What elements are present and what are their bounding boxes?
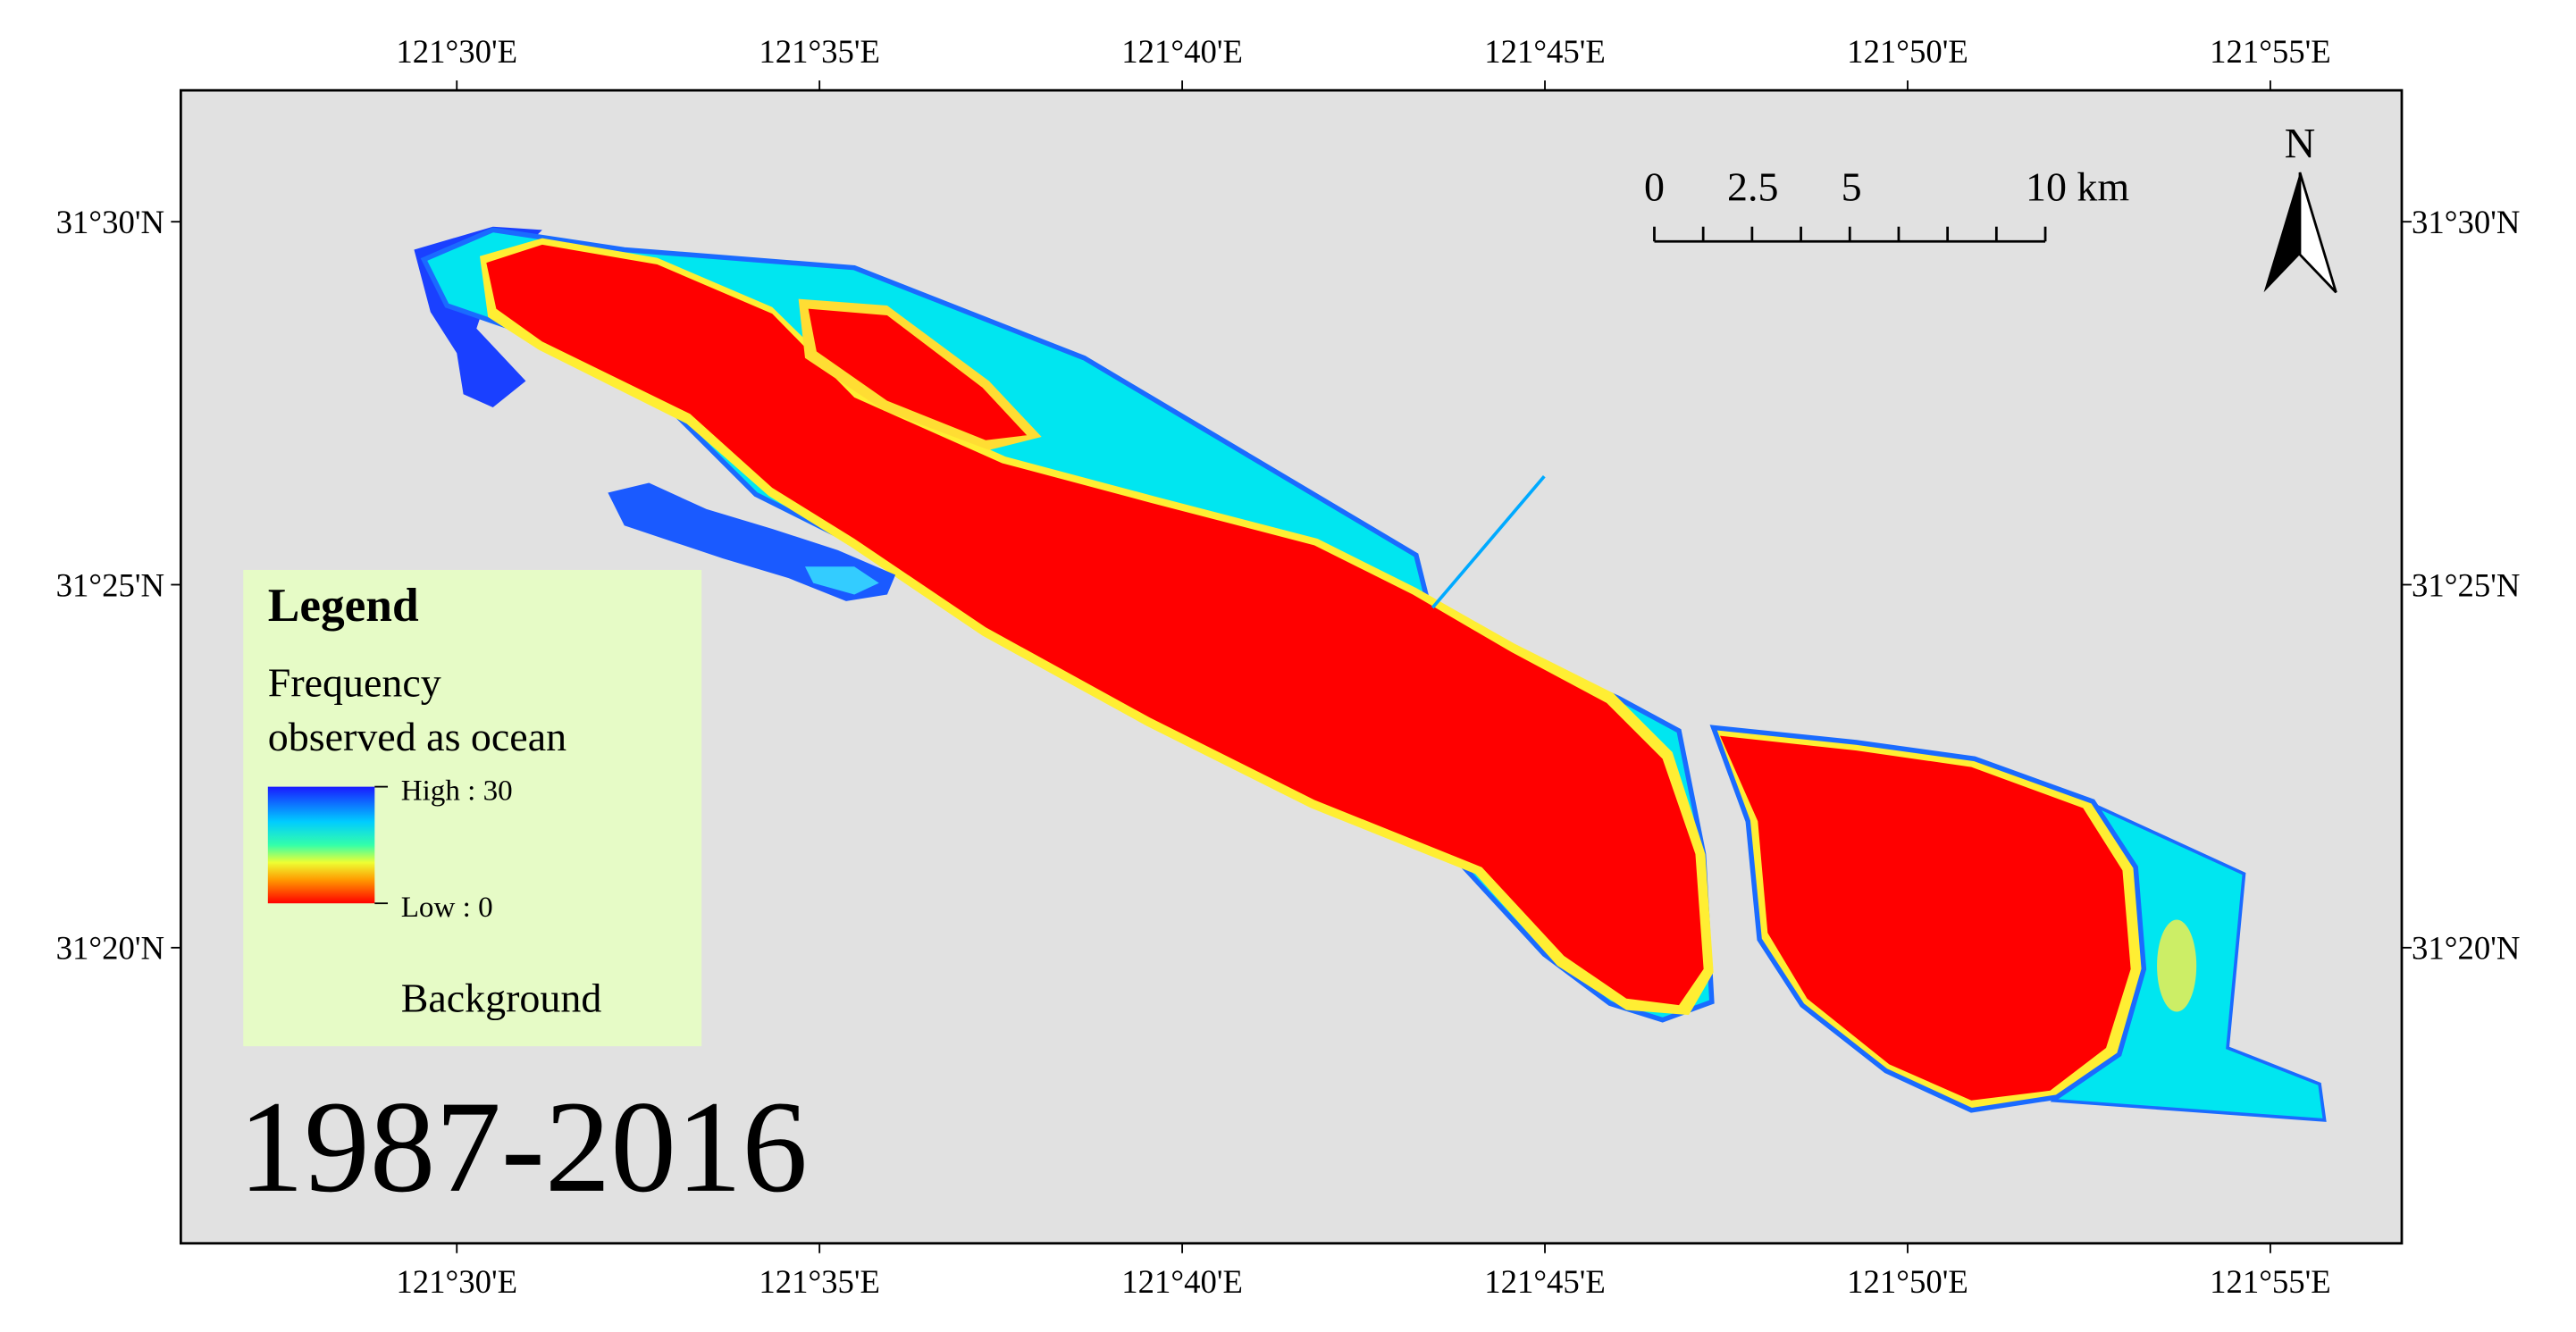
scale-label: 5: [1842, 163, 1862, 209]
arrow-right: [2298, 172, 2337, 294]
scale-label: 2.5: [1727, 163, 1778, 209]
scale-bar: 0 2.5 5 10 km: [1644, 163, 2129, 243]
legend-background-label: Background: [401, 975, 602, 1020]
lon-label: 121°30'E: [396, 1263, 517, 1300]
north-label: N: [2285, 120, 2316, 167]
legend: Legend Frequency observed as ocean High …: [243, 569, 702, 1047]
lat-label: 31°30'N: [56, 204, 164, 240]
inner-reclaimed-area: [808, 308, 1028, 440]
lon-label: 121°55'E: [2210, 1263, 2331, 1300]
island-south-land: [1720, 735, 2131, 1101]
lon-label: 121°45'E: [1484, 33, 1606, 70]
lon-label: 121°30'E: [396, 33, 517, 70]
lat-label: 31°20'N: [2412, 930, 2520, 967]
lat-label: 31°25'N: [56, 566, 164, 603]
north-arrow: N: [2263, 120, 2337, 294]
lat-label: 31°20'N: [56, 930, 164, 967]
lon-label: 121°35'E: [759, 33, 880, 70]
lon-label: 121°50'E: [1847, 33, 1968, 70]
legend-subtitle: observed as ocean: [268, 714, 566, 759]
shoal-patch: [2157, 919, 2197, 1012]
lon-label: 121°40'E: [1121, 1263, 1243, 1300]
arrow-left: [2263, 172, 2300, 293]
lat-label: 31°30'N: [2412, 204, 2520, 240]
low-frequency-land: [486, 244, 1704, 1006]
lon-label: 121°40'E: [1121, 33, 1243, 70]
jetty: [1431, 474, 1546, 609]
lon-label: 121°55'E: [2210, 33, 2331, 70]
scale-label: 0: [1644, 163, 1665, 209]
legend-gradient: [267, 786, 375, 904]
legend-subtitle: Frequency: [268, 660, 441, 706]
legend-high-label: High : 30: [401, 775, 513, 807]
legend-title: Legend: [268, 578, 419, 632]
lon-label: 121°35'E: [759, 1263, 880, 1300]
lon-label: 121°50'E: [1847, 1263, 1968, 1300]
ocean-frequency-raster: [414, 226, 2327, 1122]
shoal-islet-center: [804, 566, 879, 595]
legend-low-label: Low : 0: [401, 892, 493, 924]
scale-label: 10 km: [2026, 163, 2129, 209]
period-label: 1987-2016: [239, 1074, 808, 1219]
lat-label: 31°25'N: [2412, 566, 2520, 603]
lon-label: 121°45'E: [1484, 1263, 1606, 1300]
